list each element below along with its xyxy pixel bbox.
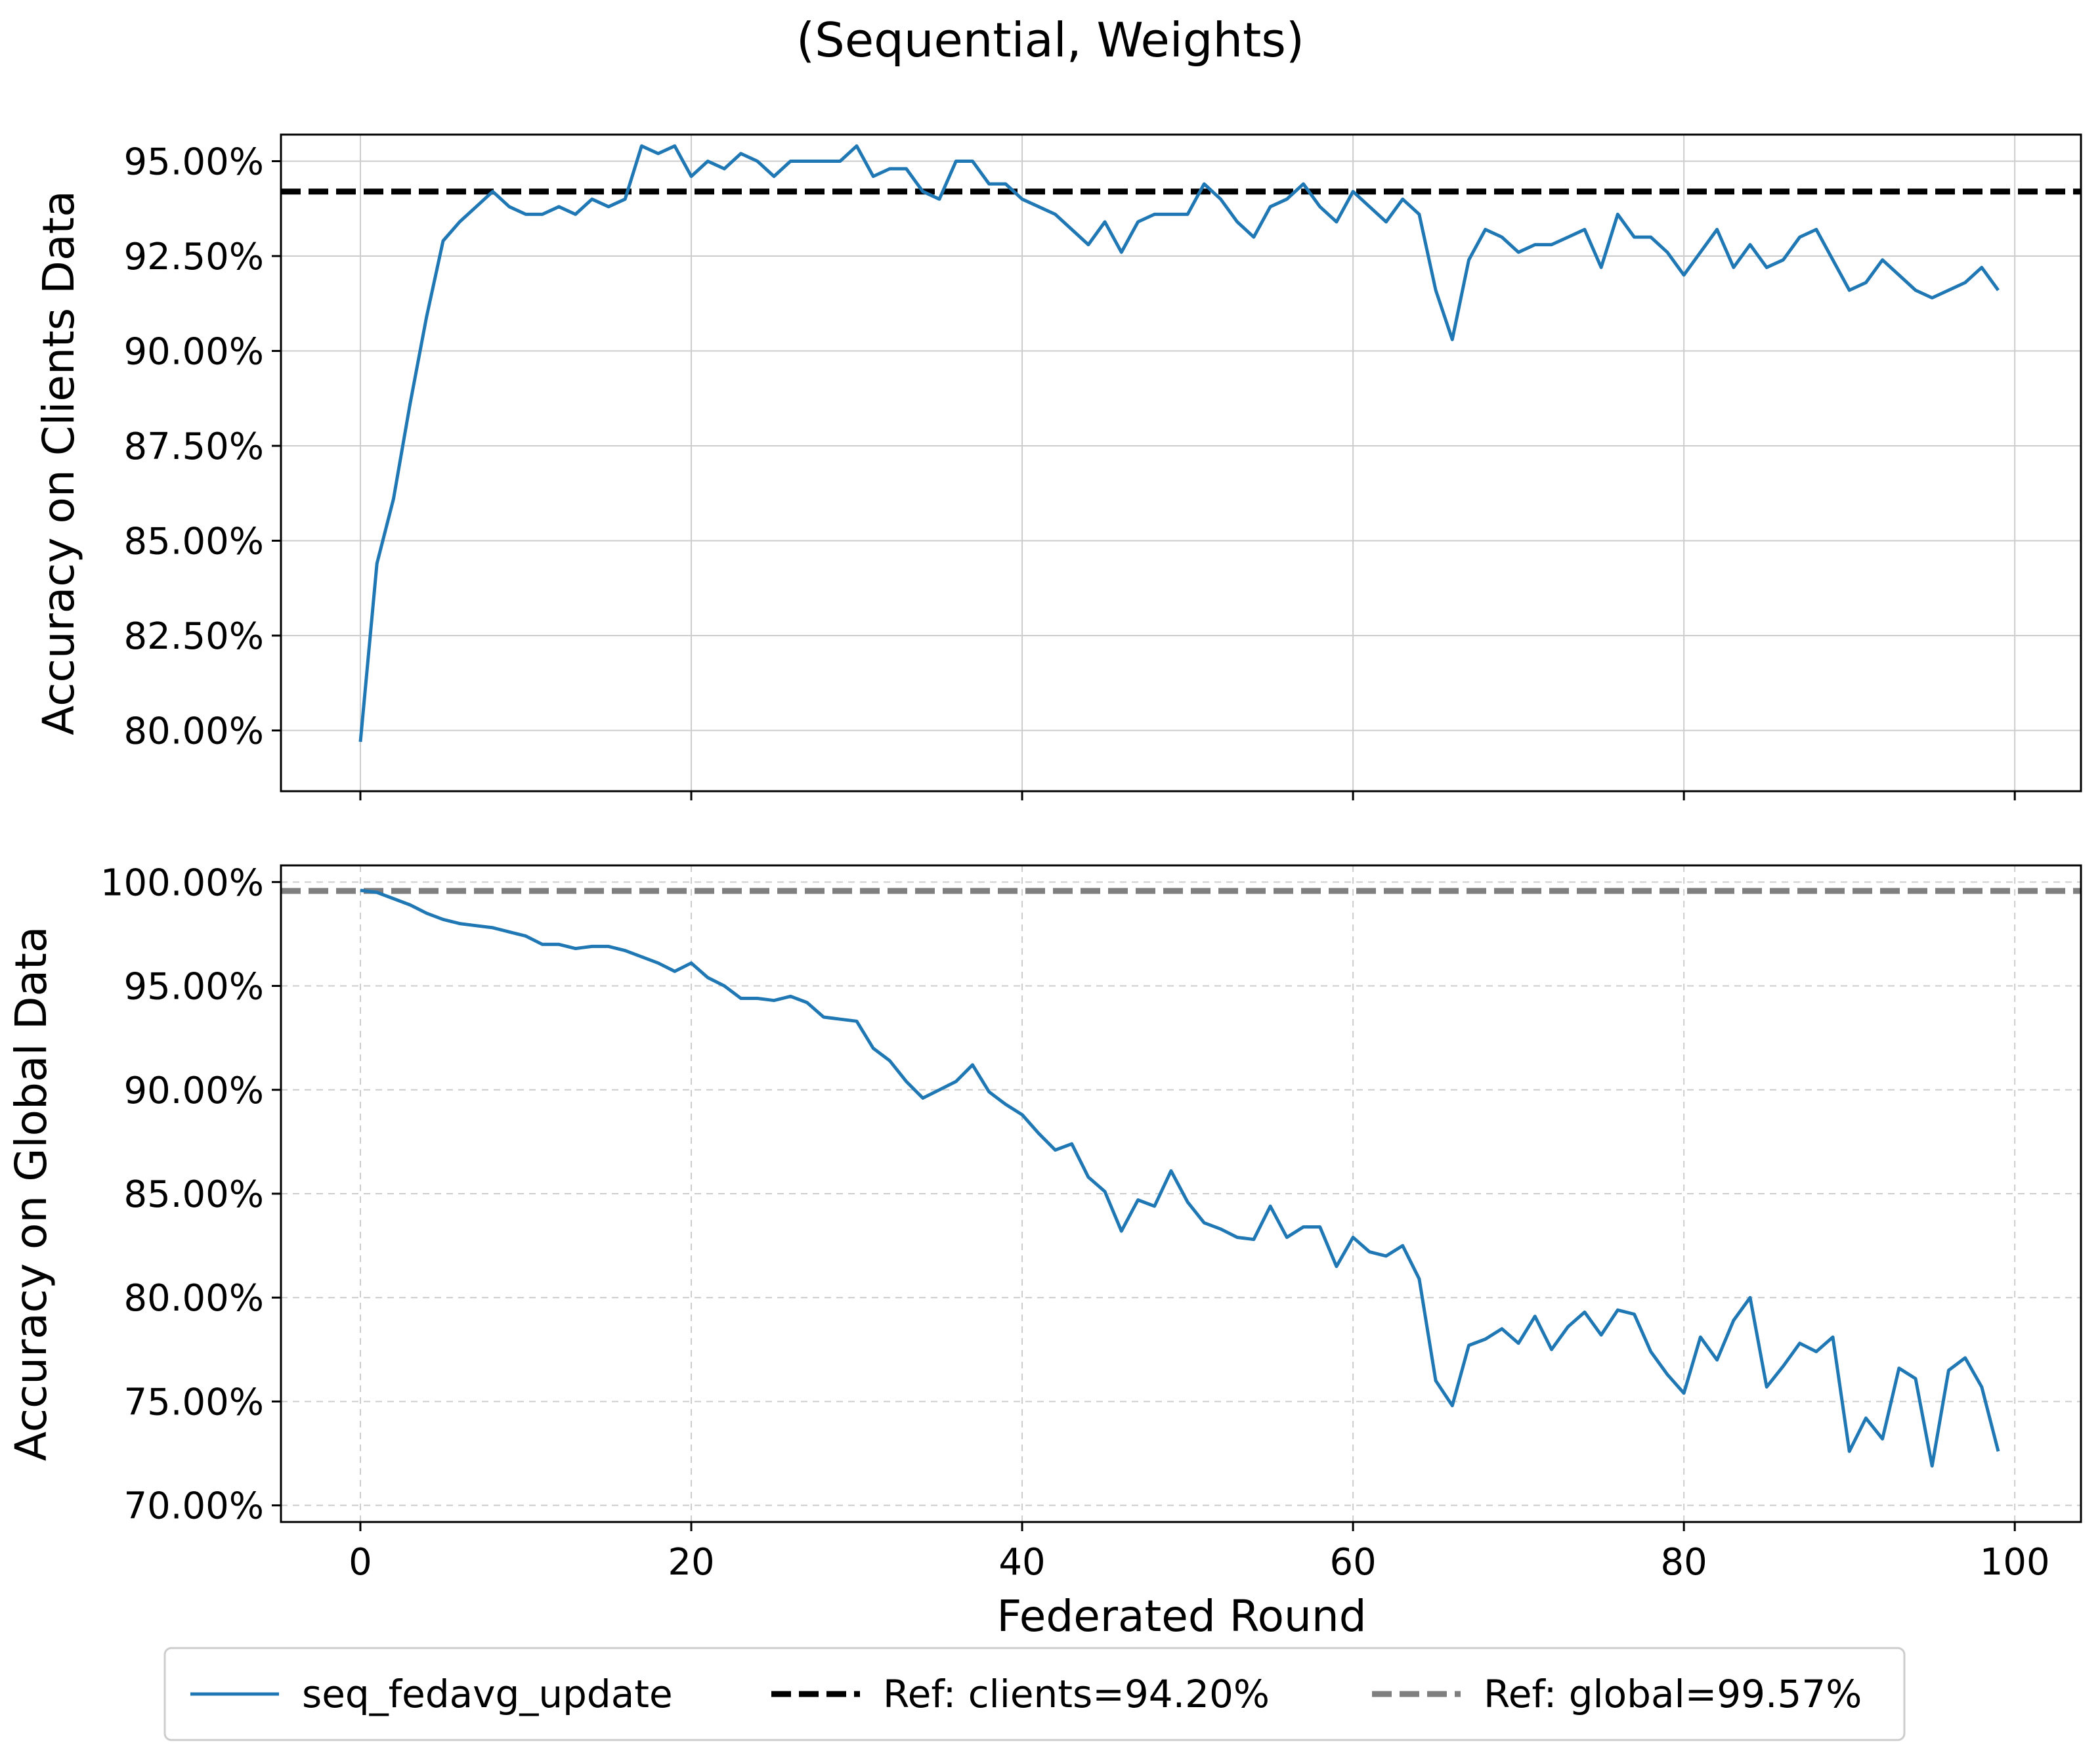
x-tick-label: 20: [668, 1541, 714, 1584]
legend: seq_fedavg_update Ref: clients=94.20% Ref:…: [163, 1647, 1906, 1741]
y-tick-label: 85.00%: [123, 1173, 264, 1216]
y-tick-label: 82.50%: [123, 615, 264, 658]
series-line: [360, 888, 2000, 1468]
legend-label: Ref: clients=94.20%: [883, 1672, 1270, 1716]
y-axis-label: Accuracy on Global Data: [6, 926, 56, 1462]
legend-frame: [163, 1647, 1906, 1741]
plot-frame: [280, 133, 2082, 793]
y-tick-label: 75.00%: [123, 1381, 264, 1424]
x-tick-label: 80: [1661, 1541, 1707, 1584]
legend-label: seq_fedavg_update: [302, 1672, 673, 1716]
y-axis-label: Accuracy on Clients Data: [33, 190, 84, 735]
y-tick-label: 95.00%: [123, 966, 264, 1009]
y-tick-label: 95.00%: [123, 141, 264, 183]
x-tick-label: 0: [349, 1541, 372, 1584]
y-tick-label: 80.00%: [123, 1277, 264, 1320]
y-tick-label: 90.00%: [123, 330, 264, 373]
y-tick-label: 87.50%: [123, 425, 264, 468]
chart-title: (Sequential, Weights): [796, 12, 1304, 68]
y-tick-label: 90.00%: [123, 1070, 264, 1112]
x-axis-label: Federated Round: [996, 1591, 1366, 1641]
y-tick-label: 92.50%: [123, 236, 264, 278]
y-tick-label: 80.00%: [123, 710, 264, 753]
x-tick-label: 100: [1980, 1541, 2050, 1584]
y-tick-label: 100.00%: [100, 861, 264, 904]
y-tick-label: 70.00%: [123, 1485, 264, 1528]
y-tick-label: 85.00%: [123, 520, 264, 563]
x-tick-label: 60: [1329, 1541, 1376, 1584]
panel-global: 70.00% 75.00% 80.00% 85.00% 90.00% 95.00% 100.…: [6, 861, 2082, 1584]
panel-clients: 80.00% 82.50% 85.00% 87.50% 90.00% 92.50% 95.0…: [33, 133, 2082, 800]
series-line: [358, 144, 2000, 743]
legend-label: Ref: global=99.57%: [1484, 1672, 1862, 1716]
x-tick-label: 40: [998, 1541, 1045, 1584]
